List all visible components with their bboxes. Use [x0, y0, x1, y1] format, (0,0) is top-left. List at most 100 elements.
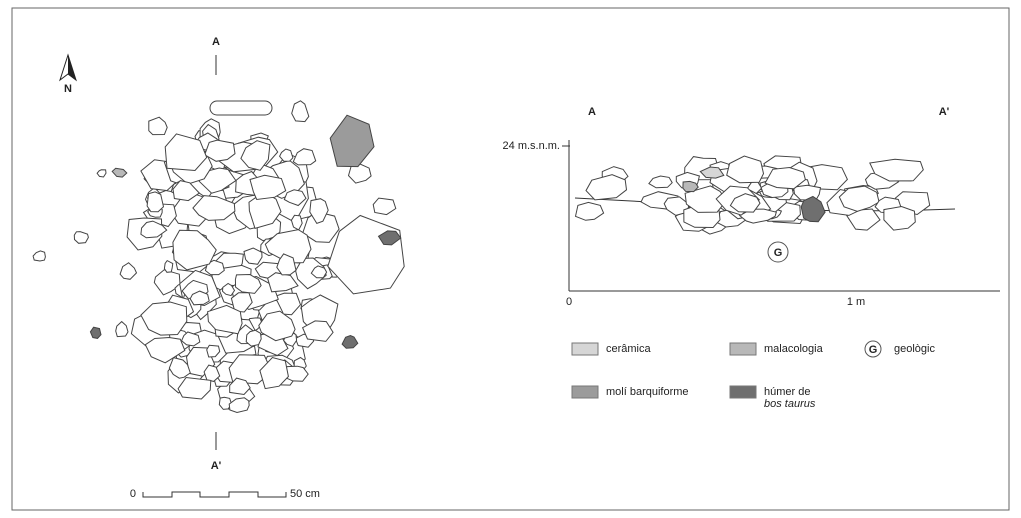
legend-swatch	[729, 342, 757, 356]
stone	[279, 148, 294, 162]
stone	[206, 344, 221, 358]
stone	[729, 193, 761, 213]
stone	[301, 320, 334, 342]
stone	[574, 201, 605, 221]
legend-swatch	[729, 385, 757, 399]
stone	[258, 310, 296, 342]
stone	[32, 250, 46, 262]
legend-label: geològic	[894, 343, 935, 355]
stone	[684, 185, 727, 213]
north-arrow	[68, 55, 76, 80]
stone	[140, 220, 168, 239]
stone	[204, 139, 236, 162]
axis-label: 0	[566, 296, 572, 308]
stone	[89, 326, 102, 339]
stone	[267, 272, 299, 293]
stone	[372, 197, 397, 216]
legend-symbol	[864, 340, 882, 358]
stone	[218, 396, 233, 410]
stone	[119, 262, 138, 280]
section-label: A	[212, 36, 220, 48]
stone	[259, 356, 289, 390]
profile: A A' 24 m.s.n.m. 0 1 m G	[503, 106, 1000, 308]
elevation-label: 24 m.s.n.m.	[503, 140, 560, 152]
stone	[172, 180, 201, 202]
section-label: A	[588, 106, 596, 118]
stone	[245, 329, 262, 347]
stone	[309, 198, 329, 225]
stone	[869, 158, 924, 182]
stone	[189, 290, 210, 306]
scale-label: 0	[130, 488, 136, 500]
stone	[846, 208, 881, 231]
stone	[204, 259, 225, 276]
frame	[11, 7, 1010, 511]
stone	[203, 364, 221, 382]
plan: A A' N 0 50 cm	[32, 36, 405, 500]
stone	[302, 211, 340, 243]
stone	[146, 191, 165, 213]
stone	[248, 191, 282, 230]
stone	[249, 174, 287, 201]
legend-swatch	[571, 385, 599, 399]
scale-label: 50 cm	[290, 488, 320, 500]
stone	[148, 116, 168, 136]
stone	[115, 320, 129, 338]
stone	[341, 334, 359, 349]
stone	[240, 140, 271, 171]
stone	[347, 163, 372, 184]
stone	[838, 185, 880, 212]
stone	[168, 357, 191, 379]
stone	[172, 229, 217, 271]
legend-label: molí barquiforme	[606, 386, 689, 398]
stone	[699, 166, 725, 179]
stone	[180, 331, 201, 347]
stone	[264, 229, 312, 264]
stone	[377, 230, 402, 246]
stone	[243, 247, 263, 265]
stone	[140, 301, 188, 336]
stone	[682, 180, 699, 193]
legend-symbol-label: G	[869, 344, 878, 356]
geologic-label: G	[774, 247, 783, 259]
stone	[96, 169, 107, 178]
legend-label: húmer de	[764, 386, 810, 398]
stone	[73, 231, 89, 244]
stone	[292, 148, 317, 166]
stone	[111, 167, 128, 178]
geologic-symbol	[767, 241, 789, 263]
legend-label: cerâmica	[606, 343, 652, 355]
stone	[283, 189, 307, 207]
stone	[207, 304, 243, 335]
stone	[177, 376, 212, 400]
stone	[764, 166, 806, 190]
stone	[291, 100, 310, 123]
stone	[800, 195, 826, 223]
stone	[276, 253, 297, 276]
axis-label: 1 m	[847, 296, 865, 308]
stone	[883, 205, 916, 231]
stone	[153, 269, 181, 296]
stone	[229, 377, 251, 396]
section-label: A'	[939, 106, 950, 118]
stone	[648, 175, 673, 189]
stone	[163, 259, 174, 273]
scale-bar	[142, 491, 287, 498]
stone	[738, 208, 777, 224]
stone	[585, 174, 628, 201]
stone	[144, 336, 186, 364]
stone	[726, 155, 765, 184]
stone	[228, 397, 250, 414]
legend-label: bos taurus	[764, 398, 816, 410]
north-label: N	[64, 83, 72, 95]
legend-label: malacologia	[764, 343, 824, 355]
stone	[221, 282, 236, 297]
section-label: A'	[211, 460, 222, 472]
stone	[329, 114, 375, 168]
stone	[310, 265, 328, 279]
stone	[164, 133, 208, 172]
stone	[234, 273, 262, 294]
stone	[192, 195, 236, 221]
